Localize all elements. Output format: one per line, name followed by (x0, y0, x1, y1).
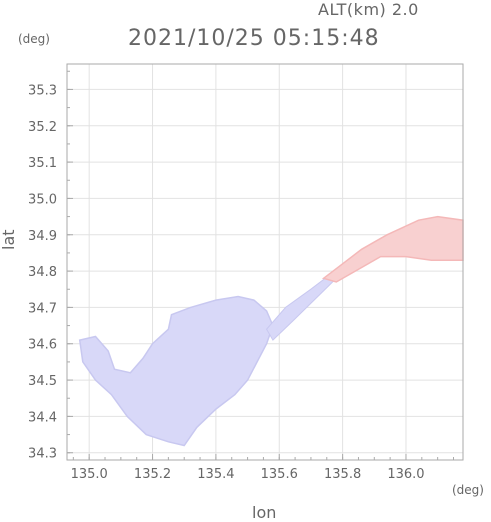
x-axis-title: lon (252, 503, 277, 522)
timestamp-title: 2021/10/25 05:15:48 (128, 26, 380, 51)
x-tick-label: 135.0 (71, 467, 108, 482)
y-tick-label: 35.2 (28, 120, 57, 135)
y-tick-label: 34.3 (28, 447, 57, 462)
y-tick-label: 34.8 (28, 265, 57, 280)
y-tick-label: 34.9 (28, 229, 57, 244)
x-axis-unit: (deg) (452, 483, 484, 497)
y-tick-label: 35.1 (28, 156, 57, 171)
field-layer (78, 215, 464, 447)
tick-layer: 135.0 135.2 135.4 135.6 135.8 136.0 35.3 35.2 35… (28, 70, 454, 482)
positive-region (321, 215, 464, 283)
y-tick-label: 34.7 (28, 301, 57, 316)
negative-region (78, 295, 274, 447)
x-tick-label: 135.2 (134, 467, 171, 482)
y-tick-label: 35.0 (28, 192, 57, 207)
x-tick-label: 135.4 (197, 467, 234, 482)
x-tick-label: 135.8 (324, 467, 361, 482)
x-tick-label: 135.6 (261, 467, 298, 482)
y-tick-label: 34.5 (28, 374, 57, 389)
y-axis-unit: (deg) (18, 32, 50, 46)
y-tick-label: 34.4 (28, 410, 57, 425)
y-tick-label: 35.3 (28, 83, 57, 98)
y-tick-label: 34.6 (28, 338, 57, 353)
altitude-label: ALT(km) 2.0 (318, 0, 419, 19)
plot-frame (66, 63, 464, 461)
x-tick-label: 136.0 (387, 467, 424, 482)
